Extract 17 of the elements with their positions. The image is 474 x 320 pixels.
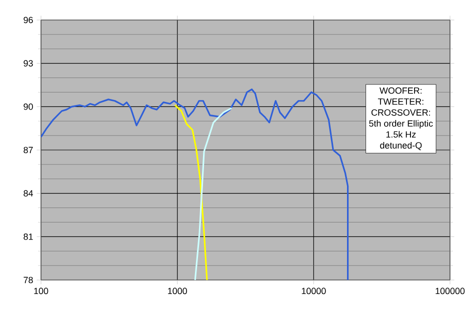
x-tick-label: 100 <box>34 288 48 294</box>
y-tick-label: 87 <box>24 146 33 154</box>
y-tick-label: 78 <box>24 276 33 284</box>
y-tick-label: 93 <box>24 60 33 67</box>
annotation: WOOFER: <box>380 87 422 94</box>
x-tick-label: 10000 <box>302 288 326 294</box>
annotation: 1.5k Hz <box>386 131 416 138</box>
x-tick-label: 100000 <box>436 288 465 294</box>
y-tick-label: 81 <box>24 233 33 240</box>
annotation: 5th order Elliptic <box>369 120 433 128</box>
x-tick-label: 1000 <box>168 288 187 294</box>
annotation: TWEETER: <box>378 98 424 105</box>
y-tick-label: 90 <box>24 103 33 110</box>
annotation: detuned-Q <box>380 142 422 150</box>
annotation: CROSSOVER: <box>371 109 430 116</box>
y-tick-label: 96 <box>24 16 33 24</box>
y-tick-label: 84 <box>24 190 33 197</box>
